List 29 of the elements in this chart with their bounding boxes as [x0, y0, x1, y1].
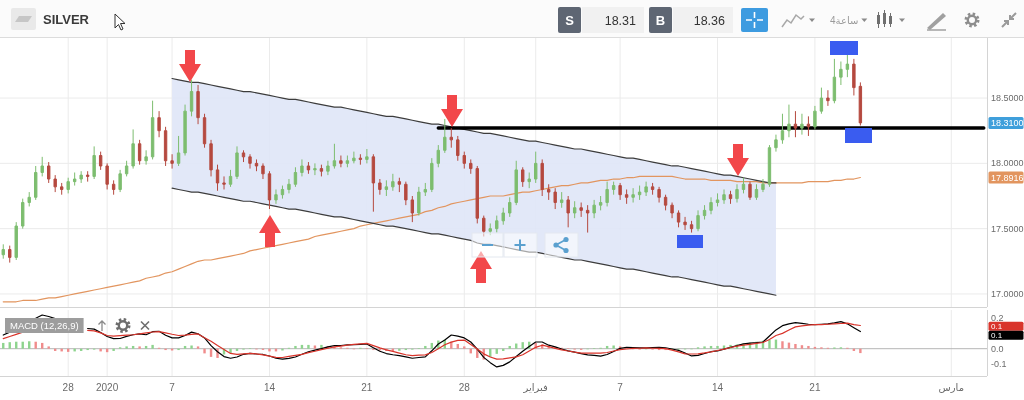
text: B [655, 13, 666, 28]
y-tick-label: 18.0000 [991, 158, 1024, 169]
text: 18.36 [693, 14, 726, 28]
text: MACD (12,26,9) [10, 320, 79, 331]
x-tick-label: 14 [711, 382, 724, 393]
x-tick-label: 21 [809, 382, 821, 393]
x-tick-label: 28 [458, 382, 471, 393]
text: 0.1 [991, 322, 1003, 332]
text: 18.31 [604, 14, 637, 28]
x-tick-label: 14 [263, 382, 276, 393]
y-tick-label: 0.2 [991, 313, 1004, 324]
x-tick-label: 28 [62, 382, 75, 393]
text: 4ساعة [830, 15, 859, 26]
x-tick-label: مارس [938, 382, 965, 393]
x-tick-label: فبراير [522, 382, 549, 393]
chart-title: SILVER [43, 12, 90, 27]
y-tick-label: 17.8916 [991, 172, 1024, 183]
y-tick-label: 17.0000 [991, 288, 1024, 299]
x-tick-label: 21 [361, 382, 373, 393]
x-tick-label: 2020 [96, 382, 119, 393]
x-tick-label: 7 [169, 382, 176, 393]
y-tick-label: 18.5000 [991, 93, 1024, 104]
text: S [565, 13, 575, 28]
y-tick-label: 17.5000 [991, 223, 1024, 234]
y-tick-label: 18.3100 [991, 118, 1024, 129]
y-tick-label: 0.0 [991, 343, 1004, 354]
text: 0.1 [991, 331, 1003, 341]
y-tick-label: -0.1 [991, 358, 1007, 369]
x-tick-label: 7 [617, 382, 624, 393]
